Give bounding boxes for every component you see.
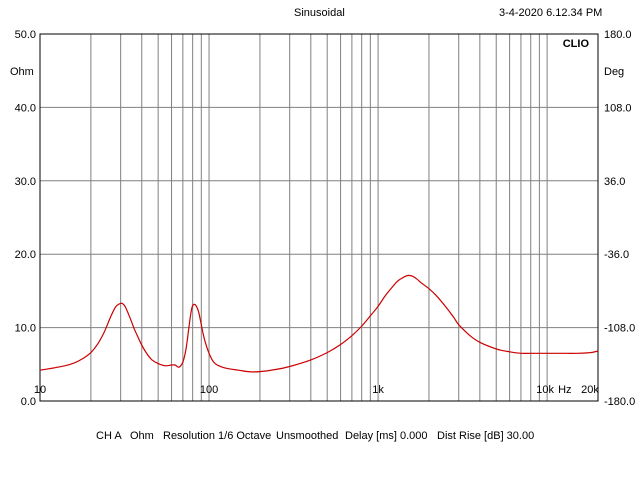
grid-vertical-lines: [90, 34, 548, 401]
y2-tick-label: 108.0: [604, 102, 632, 114]
delay-label: Delay [ms] 0.000: [345, 430, 428, 442]
y-tick-label: 50.0: [15, 29, 36, 41]
measurement-mode: Sinusoidal: [294, 7, 345, 19]
grid-horizontal-lines: [40, 106, 598, 329]
y2-axis-unit-label: Deg: [604, 66, 624, 78]
y2-axis-tick-labels: -180.0 -108.0 -36.0 36.0 108.0 180.0: [604, 29, 635, 408]
x-tick-label: 10k: [536, 384, 554, 396]
x-tick-label: 10: [34, 384, 46, 396]
smoothing-label: Unsmoothed: [276, 430, 339, 442]
x-tick-label: 20k: [581, 384, 599, 396]
channel-label: CH A: [96, 430, 122, 442]
impedance-curve: [39, 274, 599, 373]
y2-tick-label: 36.0: [604, 176, 625, 188]
y2-tick-label: -180.0: [604, 396, 635, 408]
dist-rise-label: Dist Rise [dB] 30.00: [437, 430, 535, 442]
unit-label: Ohm: [130, 430, 154, 442]
y2-tick-label: -108.0: [604, 323, 635, 335]
y-tick-label: 0.0: [21, 396, 36, 408]
y2-tick-label: 180.0: [604, 29, 632, 41]
x-tick-label: 1k: [372, 384, 384, 396]
x-axis-unit-label: Hz: [558, 384, 571, 396]
y-axis-unit-label: Ohm: [10, 66, 34, 78]
plot-frame: [39, 33, 599, 402]
timestamp: 3-4-2020 6.12.34 PM: [499, 7, 603, 19]
resolution-label: Resolution 1/6 Octave: [163, 430, 272, 442]
y-tick-label: 30.0: [15, 176, 36, 188]
y2-tick-label: -36.0: [604, 249, 629, 261]
y-tick-label: 20.0: [15, 249, 36, 261]
y-axis-tick-labels: 0.0 10.0 20.0 30.0 40.0 50.0: [15, 29, 36, 408]
x-tick-label: 100: [200, 384, 218, 396]
y-tick-label: 10.0: [15, 323, 36, 335]
x-axis-tick-labels: 10 100 1k 10k 20k: [34, 384, 599, 396]
brand-label: CLIO: [563, 38, 590, 50]
y-tick-label: 40.0: [15, 102, 36, 114]
